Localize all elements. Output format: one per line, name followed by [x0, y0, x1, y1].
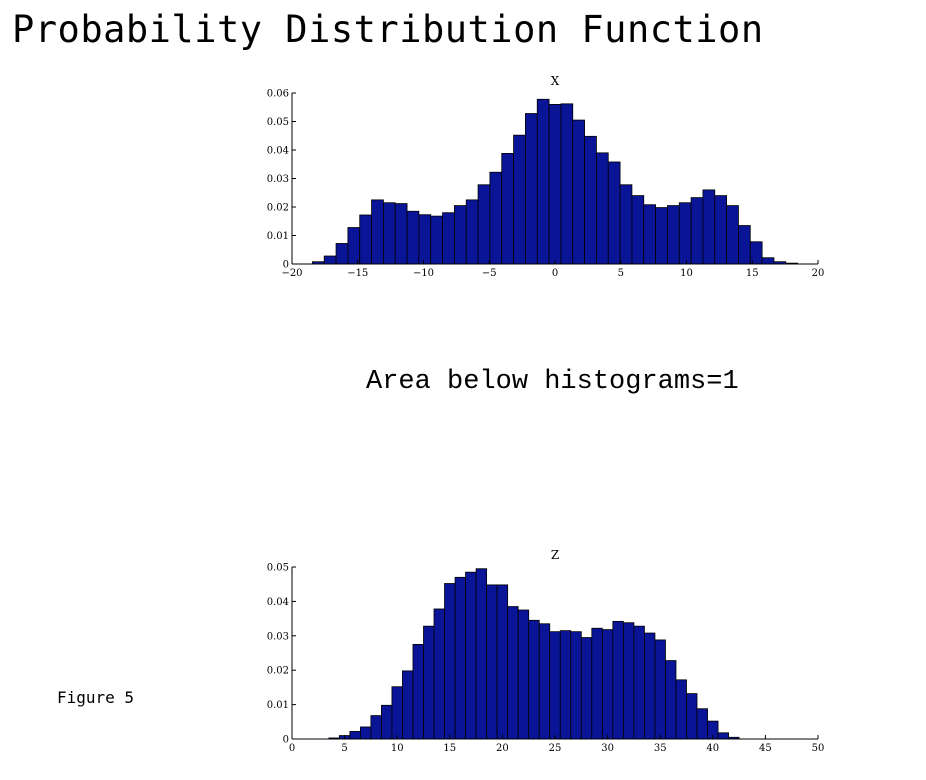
- z-hist-y-tick-label: 0.03: [267, 631, 289, 642]
- z-hist-x-tick-label: 45: [759, 743, 772, 754]
- x-hist-x-tick-label: −5: [482, 268, 497, 279]
- z-hist-x-tick-label: 30: [601, 743, 614, 754]
- page-title: Probability Distribution Function: [12, 8, 764, 51]
- x-hist-chart-title: X: [551, 74, 560, 88]
- z-hist-x-tick-label: 40: [706, 743, 719, 754]
- z-hist-bar: [496, 584, 509, 740]
- z-hist-bar: [686, 693, 698, 740]
- x-hist-y-tick-label: 0.02: [267, 203, 289, 214]
- z-hist-bar: [359, 726, 372, 740]
- z-hist-y-tick-label: 0.02: [267, 666, 289, 677]
- z-hist-bar: [633, 625, 645, 740]
- z-hist-bar: [465, 571, 477, 740]
- z-hist-x-tick-label: 5: [341, 743, 347, 754]
- z-hist-bar: [591, 627, 603, 740]
- z-hist-y-tick-label: 0.04: [267, 597, 289, 608]
- x-hist-y-tick-label: 0.03: [267, 174, 289, 185]
- z-hist-bar: [381, 704, 393, 740]
- z-hist-bar: [402, 670, 414, 740]
- histogram-x: X −20 −15 −10 −5 0 5 10 15 20 0 0.01 0.02 0.03 0.04 0.0…: [267, 74, 825, 279]
- z-hist-bar: [654, 639, 666, 740]
- z-hist-bar: [370, 715, 382, 740]
- z-hist-y-tick-label: 0: [283, 735, 289, 746]
- z-hist-x-tick-label: 35: [654, 743, 667, 754]
- z-hist-bar: [486, 584, 498, 740]
- z-hist-bar: [454, 576, 466, 740]
- z-hist-x-tick-label: 50: [812, 743, 825, 754]
- z-hist-bar: [580, 637, 593, 740]
- x-hist-y-tick-label: 0.06: [267, 89, 289, 100]
- z-hist-bar: [349, 731, 361, 740]
- z-hist-bar: [391, 686, 403, 740]
- x-hist-x-tick-label: 0: [552, 268, 558, 279]
- z-hist-bar: [559, 630, 572, 740]
- x-hist-x-tick-label: 15: [746, 268, 759, 279]
- z-hist-x-tick-label: 20: [496, 743, 509, 754]
- x-hist-y-tick-label: 0.05: [267, 117, 289, 128]
- z-hist-bar: [644, 632, 656, 740]
- z-hist-chart-title: Z: [551, 548, 559, 562]
- z-hist-bar: [517, 609, 530, 740]
- z-hist-y-tick-label: 0.01: [267, 700, 289, 711]
- z-hist-bar: [538, 623, 551, 740]
- z-hist-bar: [444, 583, 456, 740]
- figure-label: Figure 5: [57, 688, 135, 707]
- x-hist-x-tick-label: 20: [812, 268, 825, 279]
- z-hist-bar: [696, 708, 708, 740]
- z-hist-bar: [433, 608, 445, 740]
- x-hist-x-tick-label: 10: [680, 268, 693, 279]
- area-note: Area below histograms=1: [366, 367, 739, 397]
- z-hist-bar: [570, 631, 582, 740]
- x-hist-x-tick-label: −10: [413, 268, 434, 279]
- z-hist-x-tick-label: 10: [391, 743, 404, 754]
- x-hist-y-tick-label: 0.04: [267, 146, 289, 157]
- z-hist-bar: [675, 679, 687, 740]
- z-hist-bar: [507, 606, 519, 740]
- z-hist-bar: [622, 622, 635, 740]
- z-hist-bar: [601, 629, 614, 740]
- z-hist-bar: [412, 644, 424, 740]
- x-hist-x-tick-label: 5: [618, 268, 624, 279]
- z-hist-bar: [717, 732, 729, 740]
- z-hist-y-tick-label: 0.05: [267, 563, 289, 574]
- x-hist-y-tick-label: 0.01: [267, 231, 289, 242]
- z-hist-bar: [665, 660, 677, 740]
- z-hist-bar: [475, 568, 488, 740]
- x-hist-x-tick-label: −20: [281, 268, 302, 279]
- x-hist-x-tick-label: −15: [347, 268, 368, 279]
- z-hist-bar: [528, 619, 540, 740]
- z-hist-x-tick-label: 15: [443, 743, 456, 754]
- z-hist-x-tick-label: 0: [289, 743, 295, 754]
- z-hist-bar: [549, 631, 561, 740]
- z-hist-bar: [423, 625, 435, 740]
- z-hist-bar: [612, 620, 624, 740]
- z-hist-x-tick-label: 25: [549, 743, 562, 754]
- x-hist-y-tick-label: 0: [283, 260, 289, 271]
